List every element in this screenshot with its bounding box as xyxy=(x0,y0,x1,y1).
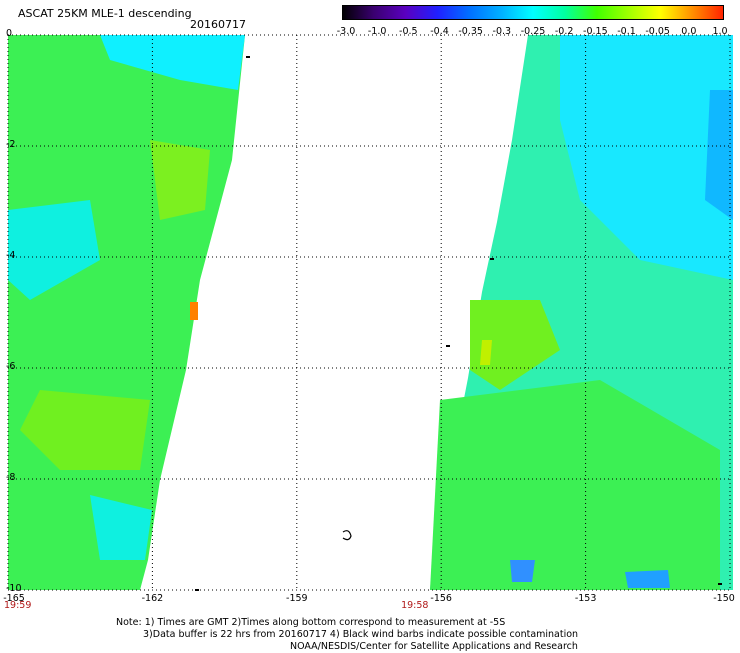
longitude-label: -159 xyxy=(286,593,308,604)
latitude-label: 0 xyxy=(6,28,13,39)
latitude-label: -10 xyxy=(6,583,22,594)
color-scale-label: -0.3 xyxy=(492,26,512,37)
wind-barb-marks xyxy=(195,56,722,591)
map-date: 20160717 xyxy=(190,18,246,31)
footer-note-1: Note: 1) Times are GMT 2)Times along bot… xyxy=(116,617,506,628)
swath-layer xyxy=(8,35,733,590)
swath-patch xyxy=(150,140,210,220)
swath-patch xyxy=(705,90,733,220)
swath-patch xyxy=(20,390,150,470)
color-scale-gradient xyxy=(342,5,724,20)
wind-barb xyxy=(342,530,352,541)
footer-credit: NOAA/NESDIS/Center for Satellite Applica… xyxy=(290,641,578,652)
color-scale-label: -1.0 xyxy=(367,26,387,37)
color-scale-label: 1.0 xyxy=(712,26,728,37)
swath-patch xyxy=(480,340,492,365)
swath-patch xyxy=(100,35,245,90)
color-scale-label: -0.15 xyxy=(583,26,608,37)
swath-patch xyxy=(560,35,733,280)
color-scale-labels: -3.0 -1.0 -0.5 -0.4 -0.35 -0.3 -0.25 -0.2 -0.15-… xyxy=(328,26,738,38)
color-scale-label: -3.0 xyxy=(336,26,356,37)
lat-lon-grid xyxy=(7,34,731,591)
swath-patch xyxy=(190,302,198,320)
color-scale-label: -0.5 xyxy=(399,26,418,37)
color-scale-label: 0.0 xyxy=(681,26,697,37)
color-scale-bar xyxy=(342,5,724,20)
color-scale-label: -0.4 xyxy=(430,26,449,37)
latitude-label: -4 xyxy=(6,250,16,261)
map-title: ASCAT 25KM MLE-1 descending xyxy=(18,7,192,20)
footer-note-2: 3)Data buffer is 22 hrs from 20160717 4)… xyxy=(143,629,579,640)
swath-patch xyxy=(90,495,152,560)
longitude-label: -153 xyxy=(574,593,597,604)
longitude-label: -165 xyxy=(3,593,25,604)
color-scale-label: -0.05 xyxy=(645,26,670,37)
swath-time-label: 19:59 xyxy=(4,600,32,611)
color-scale-label: -0.2 xyxy=(554,26,574,37)
longitude-label: -150 xyxy=(713,593,735,604)
swath-patch xyxy=(430,380,720,590)
color-scale-label: -0.25 xyxy=(520,26,546,37)
longitude-label: -162 xyxy=(141,593,164,604)
color-scale-label: -0.35 xyxy=(458,26,483,37)
swath-patch xyxy=(510,560,535,582)
swath-patch xyxy=(625,570,670,588)
latitude-label: -6 xyxy=(6,361,16,372)
latitude-label: -2 xyxy=(6,139,16,150)
latitude-label: -8 xyxy=(6,472,16,483)
swath-patch xyxy=(8,200,100,300)
longitude-label: -156 xyxy=(430,593,452,604)
swath-time-label: 19:58 xyxy=(401,600,429,611)
color-scale-label: -0.1 xyxy=(617,26,636,37)
